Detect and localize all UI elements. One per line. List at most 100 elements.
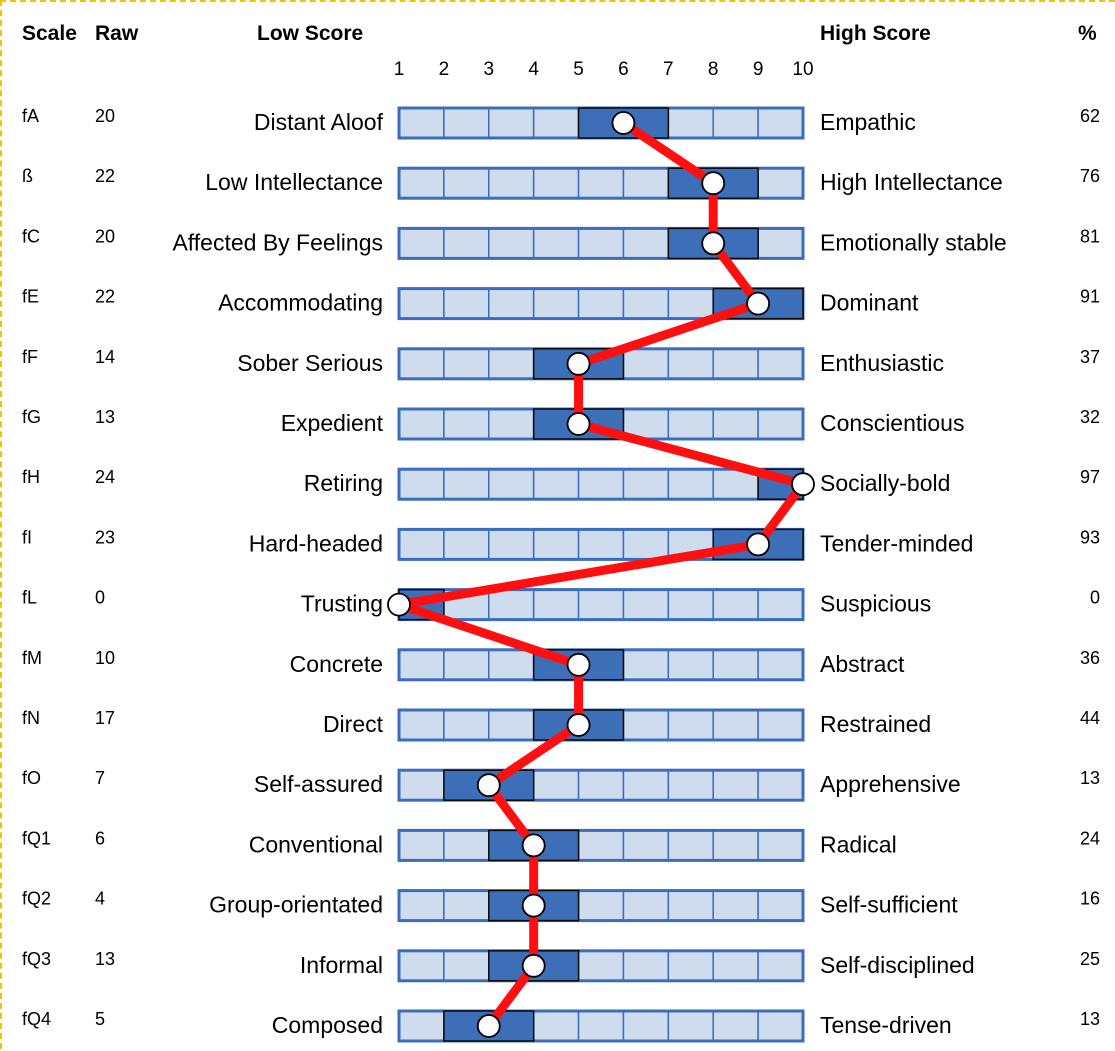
percentile-value: 62	[1080, 106, 1100, 126]
raw-score: 23	[95, 527, 115, 547]
tick-label: 7	[663, 59, 674, 80]
raw-score: 10	[95, 648, 115, 668]
tick-label: 9	[753, 59, 764, 80]
percentile-value: 25	[1080, 949, 1100, 969]
scale-cell	[443, 348, 490, 380]
scale-bar-frame	[397, 828, 805, 862]
scale-cell	[667, 889, 714, 922]
scale-code: fQ4	[22, 1009, 51, 1029]
scale-code: ß	[22, 166, 33, 186]
low-score-label: Retiring	[304, 470, 383, 496]
scale-bar-frame	[397, 949, 805, 983]
percentile-value: 37	[1080, 347, 1100, 367]
profile-row: fH 24 Retiring Socially-bold 97	[22, 467, 1100, 501]
scale-cell	[712, 408, 759, 440]
scale-cell	[622, 889, 670, 922]
raw-score: 5	[95, 1009, 105, 1029]
scale-cell	[667, 348, 714, 380]
scale-cell	[712, 709, 759, 741]
scale-cell	[757, 829, 804, 862]
profile-row: fF 14 Sober Serious Enthusiastic 37	[22, 347, 1100, 381]
scale-cell	[443, 227, 490, 260]
low-score-label: Group-orientated	[209, 892, 383, 918]
low-score-label: Direct	[323, 711, 384, 737]
score-marker	[746, 291, 771, 316]
high-score-label: Self-sufficient	[820, 892, 958, 918]
tick-label: 2	[439, 59, 450, 80]
scale-cell	[577, 950, 625, 982]
scale-cell	[757, 769, 804, 801]
low-score-label: Affected By Feelings	[172, 229, 383, 255]
scale-cell	[667, 468, 714, 500]
scale-code: fF	[22, 347, 38, 367]
scale-cell	[488, 588, 535, 621]
high-score-label: Apprehensive	[820, 771, 961, 797]
scale-code: fM	[22, 648, 42, 668]
scale-cell	[532, 167, 580, 199]
scale-cell	[398, 227, 445, 260]
scale-cell	[577, 167, 625, 199]
scale-cell	[577, 829, 625, 862]
scale-cell	[398, 107, 445, 139]
scale-cell	[532, 528, 580, 561]
scale-code: fQ1	[22, 828, 51, 848]
low-score-label: Conventional	[249, 831, 383, 857]
high-score-label: Radical	[820, 831, 897, 857]
low-score-label: Self-assured	[254, 771, 383, 797]
low-score-label: Low Intellectance	[205, 169, 383, 195]
high-score-label: Suspicious	[820, 591, 931, 617]
scale-cell	[398, 829, 445, 862]
scale-code: fA	[22, 106, 39, 126]
percentile-value: 81	[1080, 226, 1100, 246]
scale-cell	[757, 408, 804, 440]
raw-score: 22	[95, 287, 115, 307]
low-score-label: Informal	[300, 952, 383, 978]
scale-cell	[667, 1010, 714, 1042]
scale-cell	[488, 468, 535, 500]
low-score-label: Distant Aloof	[254, 109, 384, 135]
scale-cell	[622, 468, 670, 500]
low-score-label: Hard-headed	[249, 530, 383, 556]
raw-score: 13	[95, 949, 115, 969]
score-marker	[521, 833, 546, 858]
percentile-value: 13	[1080, 1009, 1100, 1029]
score-marker	[566, 351, 591, 376]
scale-code: fC	[22, 226, 40, 246]
scale-cell	[532, 287, 580, 320]
profile-row: fG 13 Expedient Conscientious 32	[22, 407, 1100, 441]
scale-cell	[622, 769, 670, 801]
scale-cell	[622, 528, 670, 561]
scale-cell	[712, 769, 759, 801]
scale-bar-frame	[397, 226, 805, 260]
scale-cell	[443, 528, 490, 561]
tick-label: 10	[792, 59, 813, 80]
scale-cell	[757, 709, 804, 741]
scale-cell	[443, 649, 490, 681]
percentile-value: 76	[1080, 166, 1100, 186]
scale-bar-frame	[397, 166, 805, 200]
raw-score: 7	[95, 768, 105, 788]
scale-cell	[488, 649, 535, 681]
high-score-label: Socially-bold	[820, 470, 950, 496]
scale-cell	[532, 769, 580, 801]
high-score-label: Empathic	[820, 109, 916, 135]
scale-cell	[488, 348, 535, 380]
scale-cell	[757, 889, 804, 922]
scale-bar-frame	[397, 768, 805, 802]
profile-row: fO 7 Self-assured Apprehensive 13	[22, 768, 1100, 802]
score-marker	[521, 893, 546, 918]
percentile-value: 93	[1080, 527, 1100, 547]
profile-row: fQ1 6 Conventional Radical 24	[22, 828, 1100, 862]
scale-cell	[712, 829, 759, 862]
scale-cell	[398, 167, 445, 199]
tick-label: 5	[573, 59, 584, 80]
scale-cell	[443, 950, 490, 982]
low-score-label: Concrete	[290, 651, 383, 677]
tick-label: 4	[528, 59, 539, 80]
scale-cell	[443, 468, 490, 500]
scale-cell	[667, 769, 714, 801]
scale-cell	[443, 889, 490, 922]
header-scale: Scale	[22, 22, 77, 45]
